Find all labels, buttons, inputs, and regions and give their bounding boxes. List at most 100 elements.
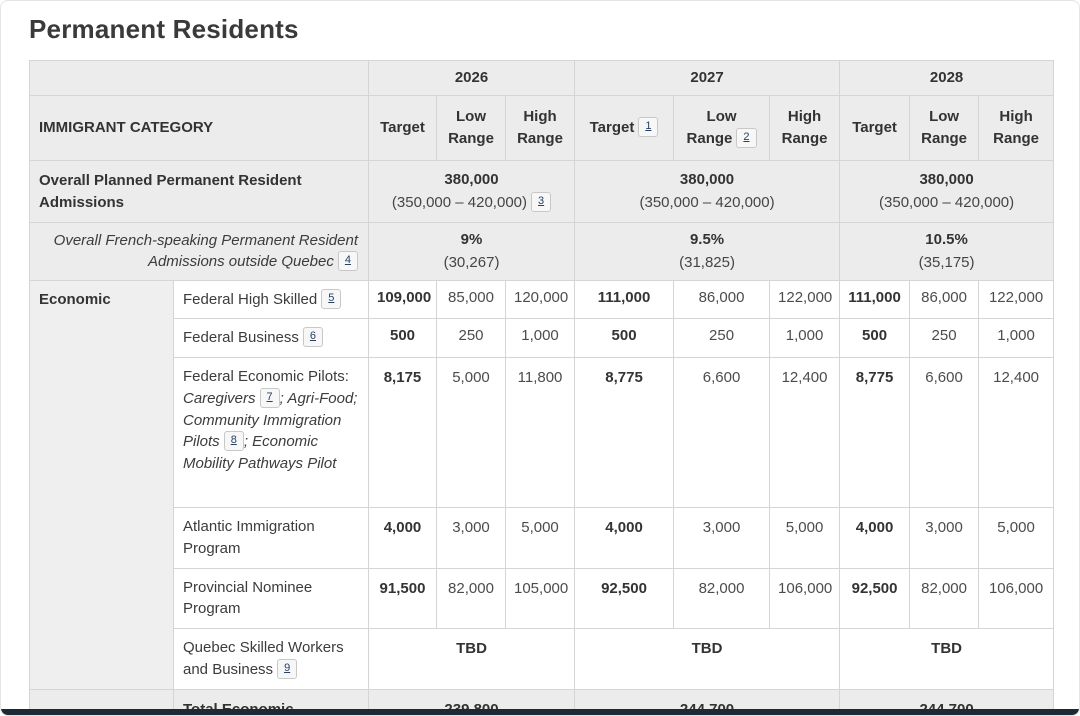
overall-2026-cell: 380,000 (350,000 – 420,000) 3 bbox=[367, 160, 576, 223]
label-text: Federal Business bbox=[183, 329, 299, 347]
french-2027-cell: 9.5% (31,825) bbox=[574, 222, 841, 281]
footnote-link-1[interactable]: 1 bbox=[638, 117, 659, 138]
value-cell: 1,000 bbox=[978, 318, 1055, 358]
french-2027-pct: 9.5% bbox=[689, 231, 725, 248]
value-cell: 122,000 bbox=[978, 279, 1055, 320]
value-cell: 111,000 bbox=[839, 279, 911, 320]
label-part1: Caregivers bbox=[183, 389, 256, 407]
tbd-value: TBD bbox=[691, 640, 723, 657]
footnote-link-6[interactable]: 6 bbox=[302, 327, 324, 348]
value-cell: 85,000 bbox=[436, 279, 506, 320]
french-2026-pct: 9% bbox=[460, 231, 483, 248]
value-cell: 12,400 bbox=[769, 357, 841, 508]
value-cell: 8,775 bbox=[839, 357, 911, 508]
header-2026-low-range: Low Range bbox=[436, 95, 506, 161]
row-label-federal-business: Federal Business 6 bbox=[173, 318, 369, 358]
value-cell: 91,500 bbox=[368, 567, 437, 629]
overall-2026-range: (350,000 – 420,000) 3 bbox=[377, 192, 566, 214]
header-year-2028: 2028 bbox=[839, 60, 1055, 96]
quebec-2026-cell: TBD bbox=[367, 628, 576, 690]
header-2028-high-range: High Range bbox=[978, 95, 1055, 161]
header-blank-cell bbox=[29, 60, 369, 96]
value-cell: 8,175 bbox=[368, 357, 437, 508]
header-label: Low Range bbox=[686, 108, 737, 147]
value-cell: 8,775 bbox=[574, 357, 675, 508]
overall-2027-cell: 380,000 (350,000 – 420,000) bbox=[574, 160, 841, 223]
value-cell: 86,000 bbox=[673, 279, 771, 320]
footnote-link-4[interactable]: 4 bbox=[337, 251, 358, 272]
value-cell: 12,400 bbox=[978, 357, 1055, 508]
permanent-residents-table: 2026 2027 2028 IMMIGRANT CATEGORY Target… bbox=[29, 60, 1055, 715]
value-cell: 500 bbox=[839, 318, 911, 358]
footnote-link-8[interactable]: 8 bbox=[223, 431, 244, 452]
row-label-federal-high-skilled: Federal High Skilled 5 bbox=[173, 279, 369, 320]
french-2026-cell: 9% (30,267) bbox=[367, 222, 576, 281]
value-cell: 3,000 bbox=[436, 507, 506, 569]
value-cell: 250 bbox=[673, 318, 771, 358]
overall-2026-range-text: (350,000 – 420,000) bbox=[391, 194, 528, 211]
header-year-2026: 2026 bbox=[367, 60, 576, 96]
value-cell: 120,000 bbox=[504, 279, 576, 320]
row-atlantic-immigration-program: Atlantic Immigration Program 4,000 3,000… bbox=[30, 507, 1055, 569]
french-2028-pct: 10.5% bbox=[925, 231, 968, 248]
value-cell: 3,000 bbox=[909, 507, 980, 569]
header-2028-low-range: Low Range bbox=[909, 95, 980, 161]
footnote-link-3[interactable]: 3 bbox=[531, 192, 552, 212]
value-cell: 3,000 bbox=[673, 507, 771, 569]
overall-2027-target: 380,000 bbox=[679, 171, 735, 189]
row-overall-admissions: Overall Planned Permanent Resident Admis… bbox=[29, 160, 1055, 223]
value-cell: 122,000 bbox=[769, 279, 841, 320]
value-cell: 82,000 bbox=[436, 567, 506, 629]
header-label: Target bbox=[589, 119, 635, 137]
label-part2: ; Agri-Food; Community Immigration Pilot… bbox=[183, 389, 358, 451]
french-2028-cell: 10.5% (35,175) bbox=[839, 222, 1055, 281]
value-cell: 5,000 bbox=[978, 507, 1055, 569]
value-cell: 5,000 bbox=[769, 507, 841, 569]
quebec-2028-cell: TBD bbox=[839, 628, 1055, 690]
row-provincial-nominee-program: Provincial Nominee Program 91,500 82,000… bbox=[30, 567, 1055, 629]
row-label-quebec: Quebec Skilled Workers and Business 9 bbox=[173, 628, 369, 690]
label-text: Federal High Skilled bbox=[183, 290, 318, 308]
header-2026-high-range: High Range bbox=[504, 95, 576, 161]
value-cell: 1,000 bbox=[769, 318, 841, 358]
column-header-row: IMMIGRANT CATEGORY Target Low Range High… bbox=[29, 95, 1055, 161]
header-year-2027: 2027 bbox=[574, 60, 841, 96]
row-label-overall: Overall Planned Permanent Resident Admis… bbox=[29, 160, 369, 223]
value-cell: 250 bbox=[436, 318, 506, 358]
year-header-row: 2026 2027 2028 bbox=[29, 60, 1055, 96]
tbd-value: TBD bbox=[456, 640, 487, 657]
overall-2028-cell: 380,000 (350,000 – 420,000) bbox=[839, 160, 1055, 223]
french-2028-count: (35,175) bbox=[918, 253, 975, 271]
value-cell: 11,800 bbox=[504, 357, 576, 508]
economic-group-label: Economic bbox=[29, 279, 174, 690]
overall-2028-range: (350,000 – 420,000) bbox=[879, 194, 1015, 211]
footnote-link-7[interactable]: 7 bbox=[259, 387, 280, 408]
header-2028-target: Target bbox=[839, 95, 911, 161]
overall-2026-target: 380,000 bbox=[444, 171, 499, 189]
label-part3: ; Economic Mobility Pathways Pilot bbox=[183, 433, 337, 472]
footnote-link-9[interactable]: 9 bbox=[277, 658, 298, 679]
value-cell: 6,600 bbox=[909, 357, 980, 508]
page-title: Permanent Residents bbox=[29, 14, 299, 44]
header-immigrant-category: IMMIGRANT CATEGORY bbox=[29, 95, 369, 161]
value-cell: 111,000 bbox=[574, 279, 675, 320]
value-cell: 4,000 bbox=[839, 507, 911, 569]
value-cell: 250 bbox=[909, 318, 980, 358]
row-federal-business: Federal Business 6 500 250 1,000 500 250 … bbox=[30, 318, 1055, 358]
row-label-federal-economic-pilots: Federal Economic Pilots: Caregivers 7; Ag… bbox=[173, 357, 369, 508]
value-cell: 82,000 bbox=[909, 567, 980, 629]
value-cell: 105,000 bbox=[504, 567, 576, 629]
footnote-link-5[interactable]: 5 bbox=[321, 288, 342, 309]
value-cell: 82,000 bbox=[673, 567, 771, 629]
row-federal-economic-pilots: Federal Economic Pilots: Caregivers 7; Ag… bbox=[30, 357, 1055, 508]
value-cell: 4,000 bbox=[368, 507, 437, 569]
value-cell: 4,000 bbox=[574, 507, 675, 569]
value-cell: 86,000 bbox=[909, 279, 980, 320]
value-cell: 500 bbox=[368, 318, 437, 358]
french-2027-count: (31,825) bbox=[679, 253, 735, 271]
row-label-french: Overall French-speaking Permanent Reside… bbox=[29, 222, 369, 281]
footnote-link-2[interactable]: 2 bbox=[736, 128, 757, 148]
value-cell: 92,500 bbox=[839, 567, 911, 629]
tbd-value: TBD bbox=[931, 640, 962, 657]
